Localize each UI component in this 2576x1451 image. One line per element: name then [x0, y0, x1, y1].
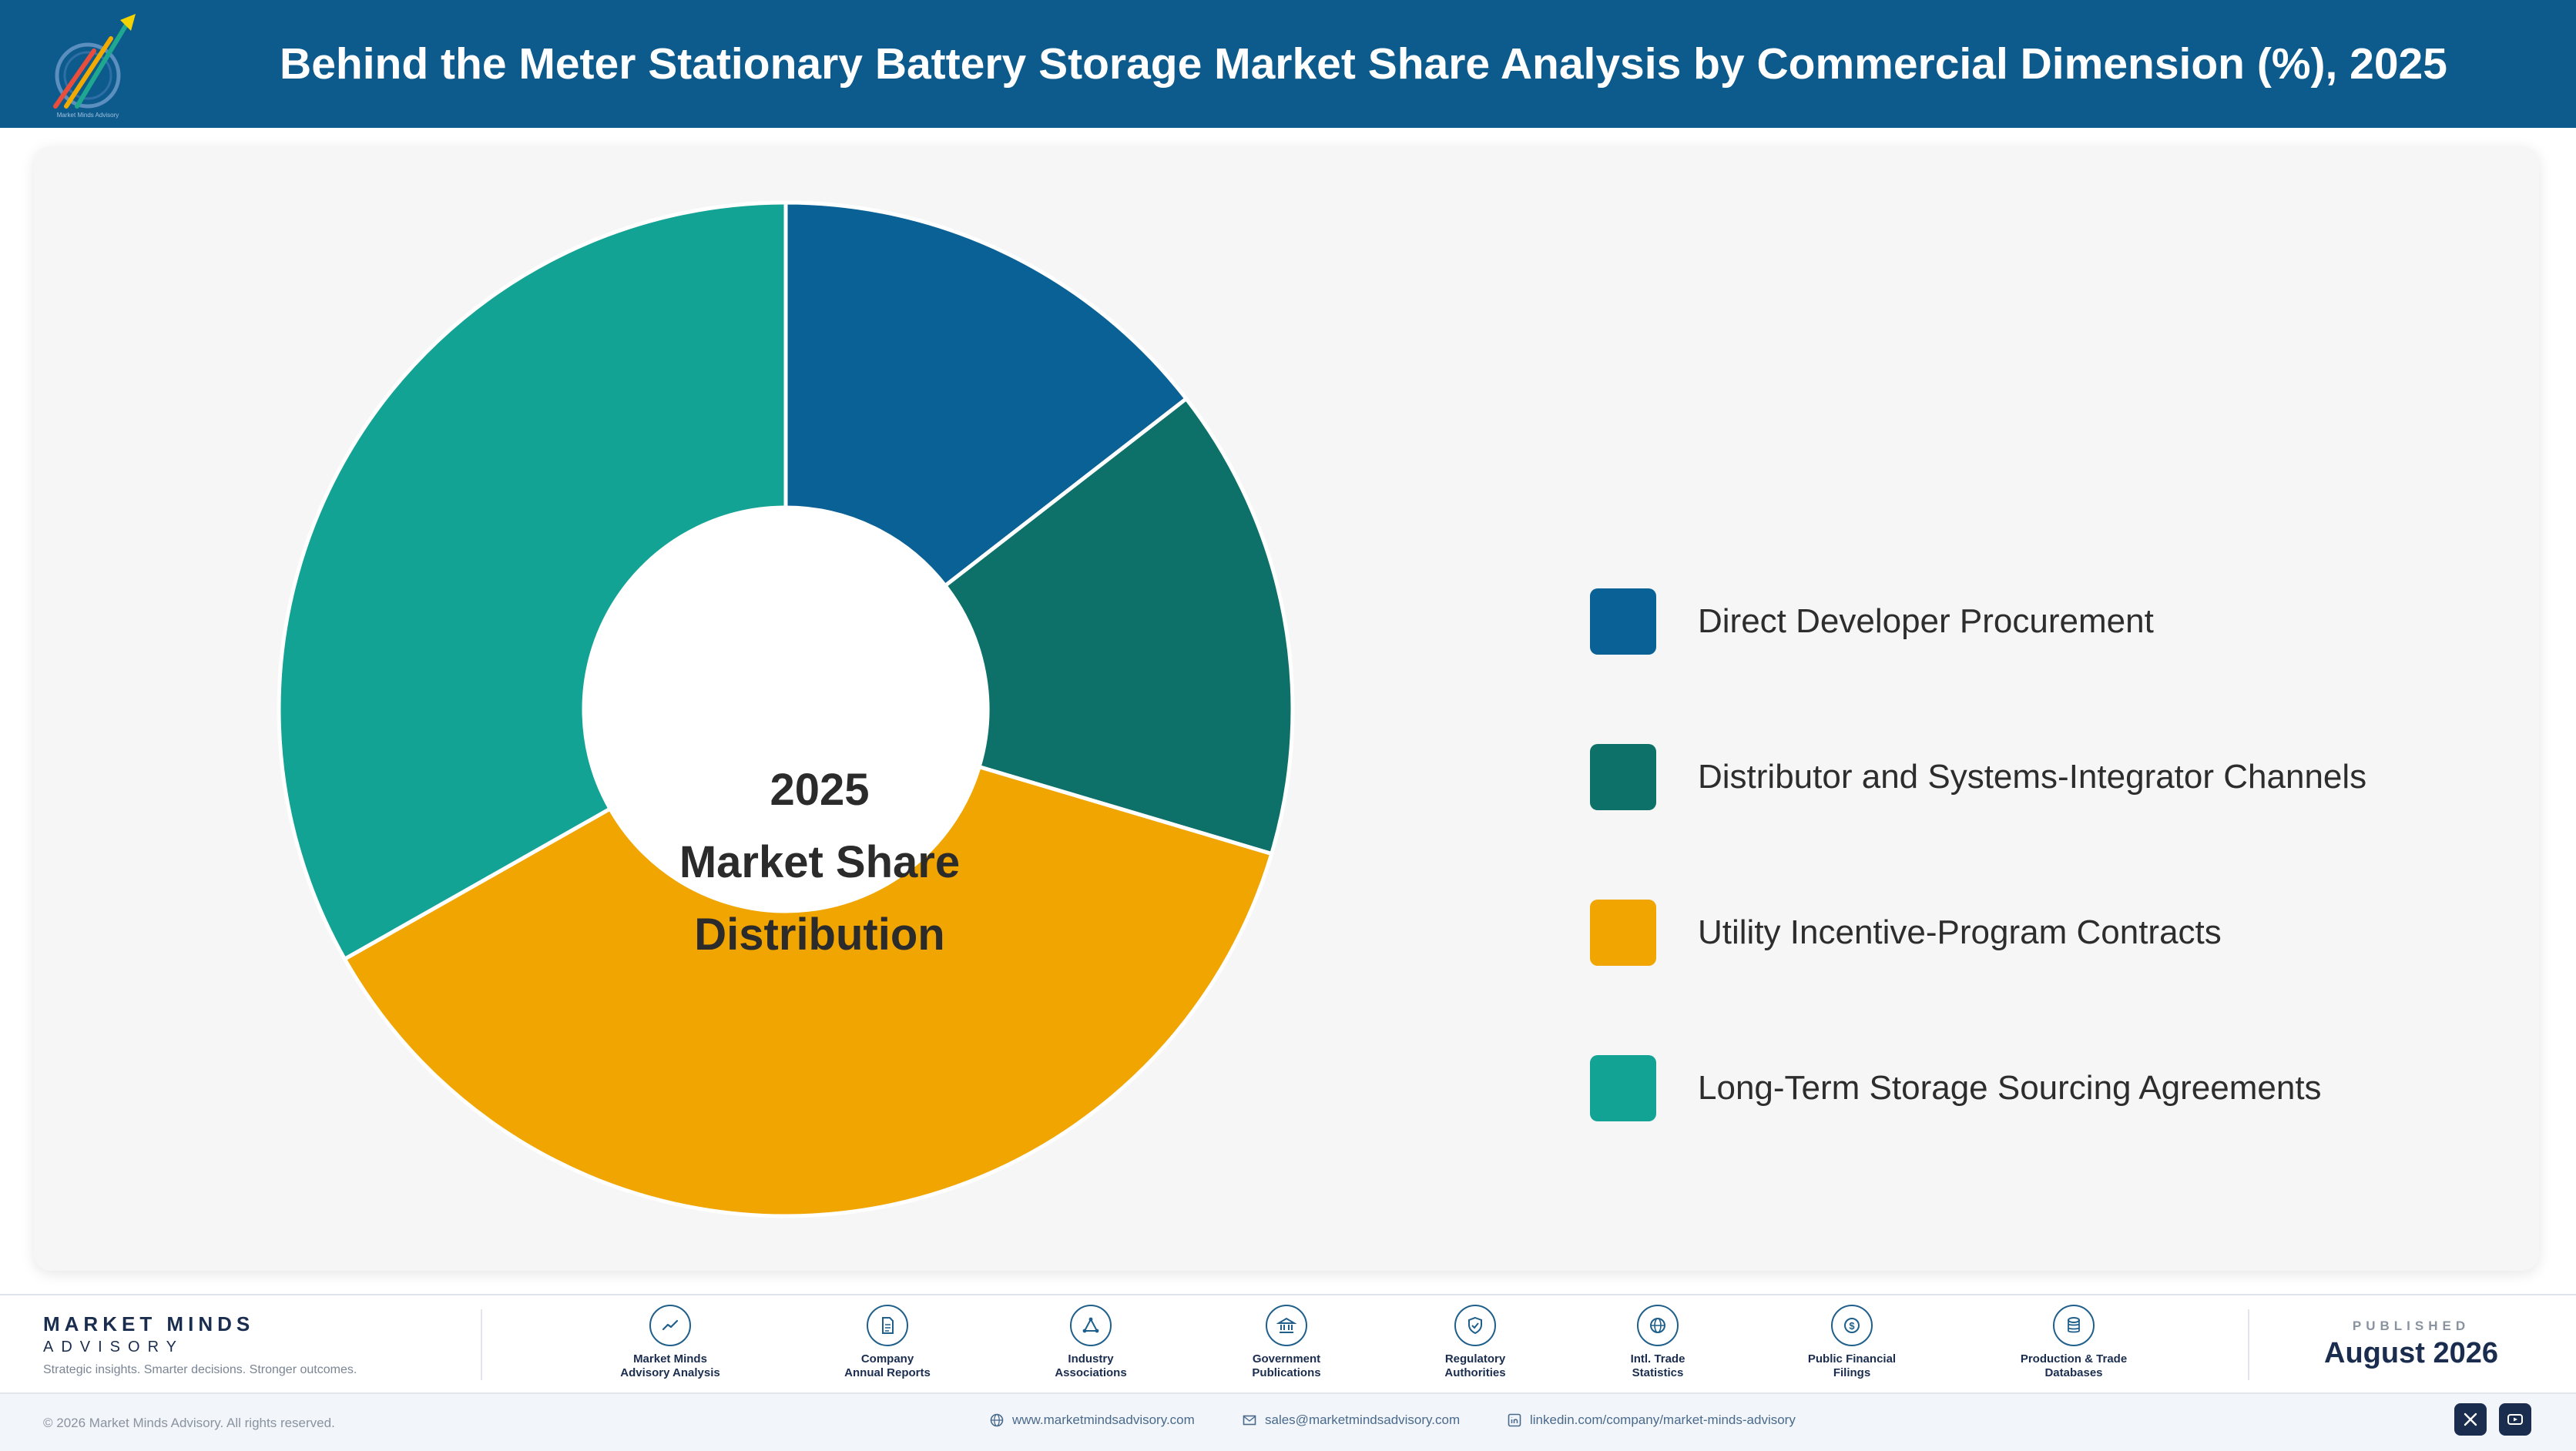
email-text: sales@marketmindsadvisory.com [1265, 1412, 1461, 1427]
source-public-financial-filings[interactable]: $ Public Financial Filings [1767, 1305, 1937, 1380]
document-icon [867, 1305, 908, 1346]
linkedin-icon [1508, 1413, 1521, 1427]
brand-tagline: Strategic insights. Smarter decisions. S… [43, 1363, 357, 1376]
footer-sources-bar: MARKET MINDS ADVISORY Strategic insights… [0, 1295, 2576, 1394]
globe-icon [1637, 1305, 1679, 1346]
legend-label: Distributor and Systems-Integrator Chann… [1698, 758, 2367, 796]
youtube-icon [2507, 1414, 2523, 1425]
legend-label: Direct Developer Procurement [1698, 602, 2154, 640]
legend-label: Utility Incentive-Program Contracts [1698, 913, 2222, 951]
svg-text:$: $ [1849, 1320, 1855, 1332]
youtube-social-button[interactable] [2499, 1403, 2531, 1436]
chart-card: 2025 Market Share Distribution Direct De… [34, 146, 2539, 1271]
published-label: PUBLISHED [2352, 1319, 2470, 1333]
source-label: Industry Associations [1055, 1352, 1127, 1379]
copyright-text: © 2026 Market Minds Advisory. All rights… [43, 1416, 335, 1430]
coin-icon: $ [1831, 1305, 1873, 1346]
x-social-button[interactable] [2454, 1403, 2487, 1436]
source-label: Government Publications [1252, 1352, 1321, 1379]
source-intl-trade-statistics[interactable]: Intl. Trade Statistics [1573, 1305, 1742, 1380]
source-label: Regulatory Authorities [1444, 1352, 1506, 1379]
legend-item[interactable]: Distributor and Systems-Integrator Chann… [1590, 744, 2514, 810]
legend-item[interactable]: Direct Developer Procurement [1590, 588, 2514, 655]
website-link[interactable]: www.marketmindsadvisory.com [989, 1412, 1195, 1428]
donut-center-label: 2025 Market Share Distribution [619, 755, 1020, 970]
bank-icon [1266, 1305, 1307, 1346]
source-government-publications[interactable]: Government Publications [1202, 1305, 1371, 1380]
database-icon [2053, 1305, 2095, 1346]
page-title: Behind the Meter Stationary Battery Stor… [280, 39, 2447, 89]
logo-text: Market Minds Advisory [57, 112, 119, 119]
brand-name: MARKET MINDS [43, 1312, 255, 1335]
legend-label: Long-Term Storage Sourcing Agreements [1698, 1069, 2322, 1107]
linkedin-link[interactable]: linkedin.com/company/market-minds-adviso… [1507, 1412, 1796, 1428]
chart-line-icon [649, 1305, 691, 1346]
center-line-distribution: Distribution [694, 910, 945, 960]
company-logo-icon[interactable]: Market Minds Advisory [40, 8, 153, 120]
donut-chart [277, 200, 1295, 1218]
footer: MARKET MINDS ADVISORY Strategic insights… [0, 1294, 2576, 1451]
globe-icon [990, 1413, 1004, 1427]
header-bar: Market Minds Advisory Behind the Meter S… [0, 0, 2576, 128]
source-market-minds-analysis[interactable]: Market Minds Advisory Analysis [585, 1305, 755, 1380]
shield-icon [1454, 1305, 1496, 1346]
source-regulatory-authorities[interactable]: Regulatory Authorities [1390, 1305, 1560, 1380]
source-label: Intl. Trade Statistics [1630, 1352, 1685, 1379]
legend-item[interactable]: Long-Term Storage Sourcing Agreements [1590, 1055, 2514, 1121]
network-icon [1070, 1305, 1112, 1346]
email-link[interactable]: sales@marketmindsadvisory.com [1242, 1412, 1460, 1428]
legend-swatch [1590, 588, 1656, 655]
donut-hole [584, 508, 988, 911]
brand-subtitle: ADVISORY [43, 1339, 184, 1355]
source-label: Public Financial Filings [1807, 1352, 1897, 1379]
linkedin-text: linkedin.com/company/market-minds-adviso… [1530, 1412, 1796, 1427]
legend-swatch [1590, 1055, 1656, 1121]
legend-swatch [1590, 900, 1656, 966]
published-date: August 2026 [2324, 1337, 2498, 1369]
source-production-trade-databases[interactable]: Production & Trade Databases [1989, 1305, 2158, 1380]
legend-swatch [1590, 744, 1656, 810]
website-text: www.marketmindsadvisory.com [1012, 1412, 1195, 1427]
source-label: Company Annual Reports [844, 1352, 931, 1379]
mail-icon [1243, 1415, 1256, 1426]
source-label: Production & Trade Databases [2020, 1352, 2128, 1379]
center-line-market-share: Market Share [679, 837, 961, 887]
divider [2248, 1309, 2249, 1380]
x-logo-icon [2464, 1412, 2477, 1426]
legend-item[interactable]: Utility Incentive-Program Contracts [1590, 900, 2514, 966]
source-company-annual-reports[interactable]: Company Annual Reports [803, 1305, 972, 1380]
source-industry-associations[interactable]: Industry Associations [1006, 1305, 1176, 1380]
center-line-year: 2025 [770, 765, 870, 815]
divider [481, 1309, 482, 1380]
source-label: Market Minds Advisory Analysis [620, 1352, 720, 1379]
